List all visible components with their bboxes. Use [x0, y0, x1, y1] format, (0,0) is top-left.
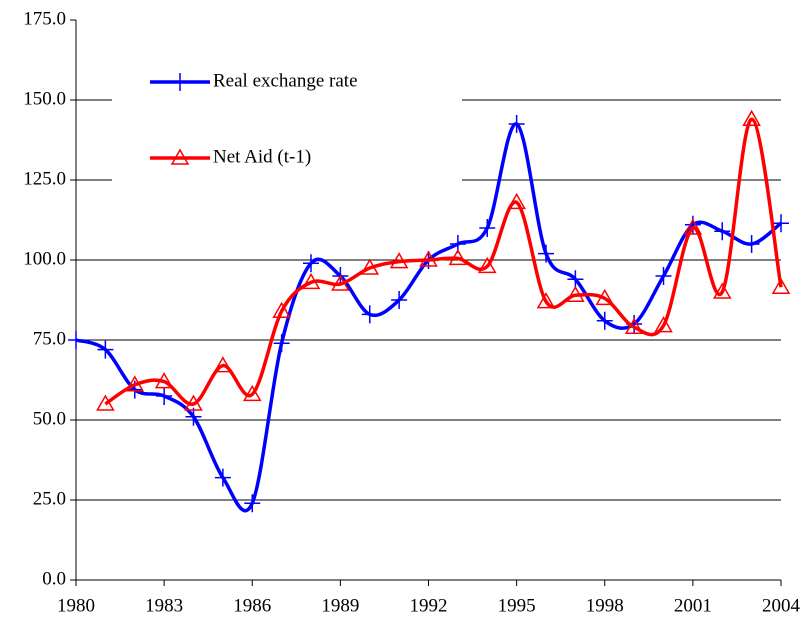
- legend-marker: [170, 148, 190, 165]
- data-point: [538, 244, 554, 263]
- y-tick-label: 0.0: [42, 568, 66, 589]
- data-point: [654, 316, 673, 333]
- data-point: [244, 494, 261, 513]
- data-point: [214, 468, 231, 487]
- legend-label: Real exchange rate: [213, 70, 358, 91]
- x-tick-label: 1980: [57, 595, 95, 616]
- x-tick-label: 1989: [321, 595, 359, 616]
- y-tick-label: 75.0: [33, 328, 66, 349]
- data-point: [156, 387, 173, 405]
- data-point: [213, 356, 233, 373]
- data-point: [154, 372, 174, 389]
- data-point: [507, 192, 526, 210]
- data-point: [389, 252, 409, 269]
- data-point: [536, 292, 556, 309]
- data-point: [596, 311, 613, 330]
- data-point: [242, 384, 262, 402]
- data-point: [301, 272, 321, 290]
- data-point: [360, 258, 380, 275]
- y-tick-label: 100.0: [23, 248, 66, 269]
- data-point: [331, 274, 350, 291]
- data-point: [273, 334, 290, 353]
- x-tick-label: 1995: [498, 595, 536, 616]
- data-point: [272, 301, 291, 318]
- x-tick-label: 2001: [674, 595, 712, 616]
- y-tick-label: 125.0: [23, 168, 66, 189]
- data-point: [477, 256, 497, 274]
- x-tick-label: 1983: [145, 595, 183, 616]
- data-point: [714, 222, 731, 241]
- data-point: [624, 317, 644, 334]
- y-tick-label: 25.0: [33, 488, 66, 509]
- data-point: [391, 291, 408, 309]
- y-tick-label: 175.0: [23, 8, 66, 29]
- data-point: [742, 109, 761, 126]
- data-point: [125, 375, 145, 392]
- legend-marker: [172, 73, 188, 91]
- x-tick-label: 1998: [586, 595, 624, 616]
- x-tick-label: 1986: [233, 595, 271, 616]
- data-point: [185, 407, 202, 426]
- data-point: [743, 235, 760, 253]
- x-tick-label: 2004: [762, 595, 801, 616]
- data-point: [361, 305, 378, 324]
- data-point: [184, 394, 203, 411]
- data-point: [566, 285, 585, 302]
- data-point: [68, 331, 84, 349]
- data-point: [771, 277, 791, 294]
- data-point: [508, 115, 525, 133]
- data-point: [97, 340, 114, 359]
- data-point: [479, 219, 496, 237]
- x-tick-label: 1992: [410, 595, 448, 616]
- data-point: [419, 250, 438, 267]
- data-point: [655, 267, 672, 285]
- data-point: [303, 254, 319, 273]
- y-tick-label: 150.0: [23, 88, 66, 109]
- y-tick-label: 50.0: [33, 408, 66, 429]
- data-point: [96, 394, 115, 411]
- data-point: [683, 218, 703, 235]
- data-point: [773, 214, 789, 233]
- data-point: [448, 248, 468, 266]
- data-point: [567, 270, 584, 289]
- legend-label: Net Aid (t-1): [213, 146, 311, 167]
- data-point: [595, 288, 615, 306]
- data-point: [712, 282, 732, 299]
